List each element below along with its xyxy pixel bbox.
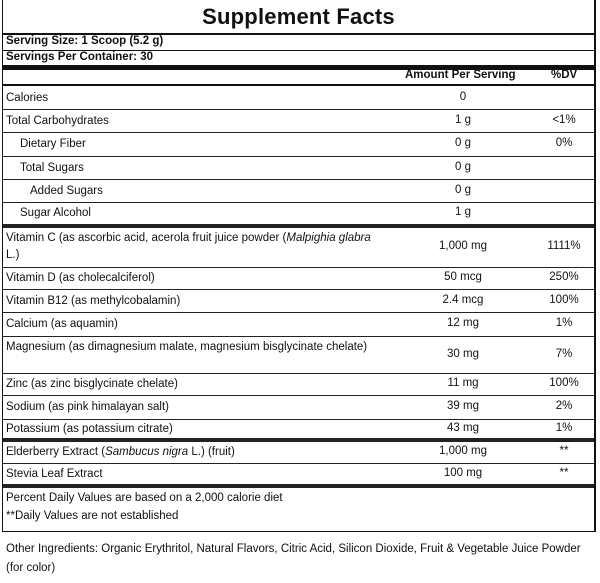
servings-per-container: Servings Per Container: 30 (6, 51, 153, 63)
nutrient-amount: 100 mg (443, 467, 483, 479)
nutrient-row: Added Sugars 0 g (3, 180, 594, 203)
nutrient-name: Sugar Alcohol (20, 207, 91, 219)
nutrient-row: Sugar Alcohol 1 g (3, 203, 594, 228)
row-divider (3, 267, 594, 268)
row-divider (3, 312, 594, 313)
nutrient-amount: 1 g (455, 114, 471, 126)
nutrient-row: Vitamin D (as cholecalciferol) 50 mcg 250% (3, 268, 594, 290)
nutrient-dv: 1111% (547, 240, 581, 252)
nutrient-row: Stevia Leaf Extract 100 mg ** (3, 464, 594, 488)
nutrient-dv: 2% (555, 400, 573, 412)
nutrient-dv: ** (559, 467, 569, 479)
nutrient-dv: 100% (549, 294, 579, 306)
nutrient-row: Total Sugars 0 g (3, 157, 594, 180)
dv-header: %DV (551, 69, 578, 81)
nutrient-dv: 250% (549, 271, 579, 283)
nutrient-amount: 1,000 mg (439, 240, 487, 252)
nutrient-amount: 30 mg (447, 348, 479, 360)
row-divider (3, 336, 594, 337)
nutrient-row: Potassium (as potassium citrate) 43 mg 1% (3, 420, 594, 442)
nutrient-amount: 1,000 mg (439, 445, 487, 457)
nutrient-name: Calcium (as aquamin) (6, 318, 118, 330)
nutrient-dv: ** (559, 445, 569, 457)
amount-header: Amount Per Serving (405, 69, 516, 81)
supplement-facts-panel: Supplement Facts Serving Size: 1 Scoop (… (2, 0, 596, 532)
row-divider (3, 438, 594, 442)
nutrient-amount: 39 mg (447, 400, 479, 412)
nutrient-name: Sodium (as pink himalayan salt) (6, 401, 169, 413)
nutrient-name: Vitamin D (as cholecalciferol) (6, 272, 155, 284)
row-divider (3, 289, 594, 290)
nutrient-name: Total Carbohydrates (6, 115, 109, 127)
nutrient-row: Vitamin C (as ascorbic acid, acerola fru… (3, 228, 594, 268)
row-divider (3, 373, 594, 374)
nutrient-amount: 2.4 mcg (442, 294, 484, 306)
nutrient-row: Zinc (as zinc bisglycinate chelate) 11 mg… (3, 374, 594, 396)
nutrient-amount: 0 g (455, 184, 471, 196)
nutrient-amount: 0 g (455, 137, 471, 149)
nutrient-dv: 1% (555, 317, 573, 329)
nutrient-amount: 0 g (455, 161, 471, 173)
row-divider (3, 132, 594, 133)
nutrient-dv: 1% (555, 422, 573, 434)
nutrient-dv: 7% (555, 348, 573, 360)
row-divider (3, 224, 594, 228)
row-divider (3, 179, 594, 180)
nutrient-amount: 43 mg (447, 422, 479, 434)
nutrient-name: Vitamin C (as ascorbic acid, acerola fru… (6, 232, 371, 261)
nutrient-name: Zinc (as zinc bisglycinate chelate) (6, 378, 178, 390)
nutrient-dv: 0% (555, 137, 573, 149)
footnote-dv-basis: Percent Daily Values are based on a 2,00… (6, 492, 283, 504)
nutrient-amount: 11 mg (447, 377, 479, 389)
row-divider (3, 109, 594, 110)
nutrient-amount: 50 mcg (444, 271, 482, 283)
nutrient-name: Calories (6, 92, 49, 104)
nutrient-row: Sodium (as pink himalayan salt) 39 mg 2% (3, 396, 594, 420)
nutrient-row: Magnesium (as dimagnesium malate, magnes… (3, 337, 594, 374)
row-divider (3, 463, 594, 464)
panel-bottom-rule (2, 531, 596, 532)
nutrient-amount: 12 mg (447, 317, 479, 329)
nutrient-row: Elderberry Extract (Sambucus nigra L.) (… (3, 442, 594, 464)
header-rule (3, 84, 594, 86)
nutrient-name: Total Sugars (20, 162, 84, 174)
row-divider (3, 419, 594, 420)
footnote-dv-not-established: **Daily Values are not established (6, 510, 179, 522)
panel-title: Supplement Facts (202, 4, 395, 29)
thick-rule-top (3, 65, 594, 70)
row-divider (3, 395, 594, 396)
nutrient-row: Calcium (as aquamin) 12 mg 1% (3, 313, 594, 337)
nutrient-dv: <1% (552, 114, 576, 126)
title-rule (3, 33, 594, 35)
nutrient-name: Magnesium (as dimagnesium malate, magnes… (6, 341, 368, 353)
nutrient-amount: 1 g (455, 206, 471, 218)
nutrient-name: Vitamin B12 (as methylcobalamin) (6, 295, 181, 307)
row-divider (3, 484, 594, 488)
row-divider (3, 202, 594, 203)
other-ingredients: Other Ingredients: Organic Erythritol, N… (6, 543, 581, 574)
nutrient-name: Dietary Fiber (20, 138, 86, 150)
serving-size: Serving Size: 1 Scoop (5.2 g) (6, 35, 164, 47)
nutrient-row: Calories 0 (3, 88, 594, 110)
nutrient-name: Added Sugars (30, 185, 103, 197)
nutrient-dv: 100% (549, 377, 579, 389)
serving-rule (3, 50, 594, 51)
nutrient-amount: 0 (459, 91, 467, 103)
nutrient-name: Potassium (as potassium citrate) (6, 423, 173, 435)
row-divider (3, 156, 594, 157)
nutrient-row: Vitamin B12 (as methylcobalamin) 2.4 mcg 1… (3, 290, 594, 313)
nutrient-name: Elderberry Extract (Sambucus nigra L.) (… (6, 446, 235, 458)
nutrient-row: Dietary Fiber 0 g 0% (3, 133, 594, 157)
nutrient-name: Stevia Leaf Extract (6, 468, 103, 480)
nutrient-row: Total Carbohydrates 1 g <1% (3, 110, 594, 133)
